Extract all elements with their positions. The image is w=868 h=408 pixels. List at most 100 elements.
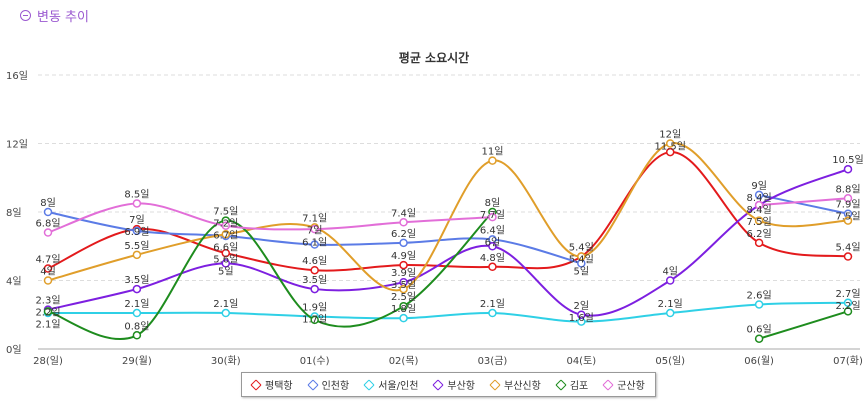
data-point [310,224,319,234]
series-line-3 [47,168,849,317]
data-label: 6.8일 [35,218,60,230]
data-label: 7.4일 [391,207,416,219]
data-label: 11일 [481,146,503,158]
data-label: 6.7일 [213,230,238,242]
data-label: 8.5일 [124,188,149,200]
diamond-marker-icon [602,378,614,391]
data-label: 5.4일 [569,242,594,254]
data-point [132,284,142,294]
data-label: 2.1일 [658,298,683,310]
section-title: 변동 추이 [37,10,89,25]
series-line-4 [47,142,849,292]
data-point [843,194,853,203]
data-label: 7.9일 [835,199,860,211]
series-line-6 [47,202,493,234]
data-label: 2.1일 [35,319,60,331]
data-label: 1.7일 [302,313,327,325]
data-point [754,216,764,225]
data-point [43,228,53,237]
data-label: 2.1일 [480,298,505,310]
data-label: 3.5일 [302,274,327,286]
legend-item[interactable]: 인천항 [306,377,349,392]
data-label: 8.8일 [835,183,860,195]
section-header: 변동 추이 [20,6,89,25]
data-point [843,298,853,308]
data-point [665,276,675,285]
legend-item[interactable]: 군산항 [602,377,645,392]
y-tick-label: 12일 [6,139,28,151]
legend-item[interactable]: 평택항 [250,377,293,392]
legend-item[interactable]: 부산항 [432,377,475,392]
x-tick-label: 03(금) [478,355,508,367]
minus-circle-icon[interactable] [20,10,31,21]
data-point [754,200,764,210]
data-label: 2.1일 [124,298,149,310]
data-point [754,300,764,309]
x-tick-label: 02(목) [389,355,419,367]
data-point [665,308,675,318]
line-chart: 평균 소요시간 0일 4일 8일 12일 16일 28(일) 29(월) 30(화) 01(수) 0… [6,50,864,367]
chart-legend: 평택항 인천항 서울/인천 부산항 부산신항 김포 군산항 [241,372,656,397]
data-point [399,284,408,294]
data-label: 5.4일 [835,242,860,254]
x-tick-label: 29(월) [122,355,152,367]
x-tick-label: 06(월) [744,355,774,367]
data-point [132,250,142,260]
data-label: 5.4일 [569,254,594,266]
data-point [43,307,53,316]
series-line-5 [758,310,849,340]
data-point [399,313,408,323]
data-label: 3.5일 [124,274,149,286]
y-tick-label: 4일 [6,276,22,288]
diamond-marker-icon [250,378,262,391]
data-label: 6.1일 [302,236,327,248]
data-point [43,264,53,273]
data-point [310,240,319,249]
x-tick-label: 30(화) [211,355,241,367]
x-tick-label: 28(일) [33,355,63,367]
legend-label: 서울/인천 [378,381,419,392]
series-line-1 [758,193,849,215]
data-label: 7.5일 [213,206,238,218]
data-point [488,242,497,251]
data-point [43,276,53,285]
data-point [843,216,853,225]
data-label: 7일 [129,214,145,226]
data-point [221,248,231,258]
data-label: 5.5일 [124,240,149,252]
data-point [221,308,231,318]
data-label: 10.5일 [832,154,863,166]
diamond-marker-icon [432,378,445,391]
data-label: 3.5일 [391,279,416,291]
data-point [399,218,408,227]
data-label: 6.4일 [480,224,505,236]
data-label: 2.7일 [835,288,860,300]
chart-title: 평균 소요시간 [399,50,469,65]
data-point [310,315,319,325]
legend-item[interactable]: 김포 [555,377,588,392]
data-label: 8.4일 [747,192,772,204]
data-point [221,259,231,268]
legend-item[interactable]: 서울/인천 [363,377,419,392]
legend-label: 평택항 [265,381,293,392]
legend-item[interactable]: 부산신항 [489,377,541,392]
data-point [132,199,142,208]
data-label: 4일 [40,266,56,278]
x-tick-label: 04(토) [566,356,596,367]
legend-label: 군산항 [617,381,645,392]
data-point [221,221,231,230]
data-point [221,230,231,239]
legend-label: 부산신항 [504,381,541,392]
data-point [754,190,764,200]
data-label: 5일 [574,266,590,278]
legend-label: 부산항 [447,381,475,392]
data-label: 1.6일 [569,312,594,324]
x-tick-label: 01(수) [300,355,330,367]
data-label: 2.3일 [35,295,60,307]
x-tick-label: 05(일) [655,355,685,367]
y-tick-label: 8일 [6,207,22,219]
data-point [310,284,319,294]
data-point [132,331,142,340]
data-label: 9일 [751,180,767,192]
data-point [754,238,764,248]
